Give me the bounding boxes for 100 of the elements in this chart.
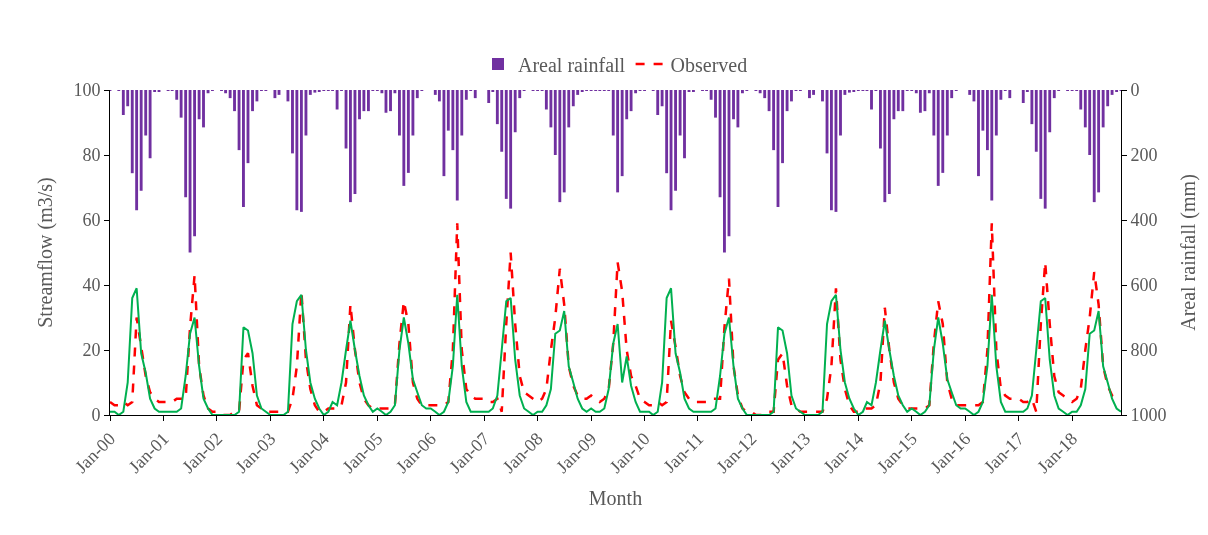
bar (674, 90, 677, 191)
bar (923, 90, 927, 112)
bar (870, 90, 873, 110)
bar (380, 90, 384, 94)
y2-tick-label: 800 (1130, 340, 1158, 361)
bar (808, 90, 811, 99)
bar (1008, 90, 1012, 99)
y-tick-label: 60 (82, 210, 101, 231)
bar (571, 90, 575, 107)
bar (918, 90, 922, 113)
y2-tick-label: 1000 (1130, 405, 1167, 426)
bar (932, 90, 936, 136)
bar (665, 90, 669, 174)
bar (455, 90, 459, 201)
bar (1101, 90, 1105, 128)
bar (821, 90, 824, 102)
bar (1021, 90, 1025, 103)
bar (175, 90, 179, 100)
bar (1088, 90, 1092, 155)
bar (723, 90, 726, 253)
bar (1052, 90, 1056, 99)
bar (945, 90, 949, 136)
y-tick-label: 20 (82, 340, 101, 361)
bar (242, 90, 245, 207)
bar (763, 90, 767, 99)
bar (442, 90, 446, 177)
bar (406, 90, 410, 173)
bar (500, 90, 504, 152)
bar (656, 90, 660, 116)
y2-tick-label: 400 (1130, 210, 1158, 231)
bar (785, 90, 789, 112)
bar (224, 90, 228, 94)
bar (308, 90, 312, 95)
y-tick-label: 80 (82, 145, 101, 166)
bar (736, 90, 740, 128)
y2-tick-label: 600 (1130, 275, 1158, 296)
bar (313, 90, 317, 93)
bar (464, 90, 468, 100)
bar (887, 90, 891, 194)
bar (148, 90, 152, 159)
bar (839, 90, 842, 136)
bar (473, 90, 477, 99)
bar (562, 90, 566, 193)
bar (901, 90, 905, 112)
bar (549, 90, 553, 128)
bar (1079, 90, 1083, 110)
bar (883, 90, 887, 203)
bar (202, 90, 205, 128)
legend-label: Observed (670, 53, 748, 76)
bar (415, 90, 419, 99)
bar (184, 90, 188, 198)
y-axis-title: Streamflow (m3/s) (33, 177, 57, 328)
bar (990, 90, 994, 201)
x-axis-title: Month (588, 487, 643, 510)
bar (451, 90, 455, 151)
bar (348, 90, 352, 203)
bar (683, 90, 686, 159)
bar (616, 90, 620, 193)
bar (620, 90, 624, 177)
bar (1039, 90, 1043, 199)
bar (714, 90, 717, 118)
bar (487, 90, 491, 103)
bar (781, 90, 784, 164)
bar (1092, 90, 1096, 203)
y2-tick-label: 200 (1130, 145, 1158, 166)
bar (139, 90, 143, 191)
bar (513, 90, 517, 133)
bar (135, 90, 139, 211)
y-tick-label: 100 (73, 80, 101, 101)
bar (977, 90, 980, 177)
bar (366, 90, 370, 112)
bar (299, 90, 303, 212)
bar (629, 90, 633, 112)
bar (1110, 90, 1114, 95)
bar (193, 90, 197, 237)
bar (509, 90, 513, 209)
y-tick-label: 0 (91, 405, 101, 426)
bar (758, 90, 762, 94)
bar (389, 90, 392, 112)
bar (772, 90, 776, 151)
bar (121, 90, 125, 116)
bar (358, 90, 361, 120)
y-tick-label: 40 (82, 275, 101, 296)
bar (1030, 90, 1034, 125)
legend-label: Areal rainfall (518, 53, 626, 76)
bar (741, 90, 744, 94)
bar (273, 90, 277, 99)
bar (251, 90, 254, 112)
bar (295, 90, 299, 211)
bar (896, 90, 900, 112)
bar (968, 90, 972, 95)
y2-axis-title: Areal rainfall (mm) (1177, 174, 1201, 331)
bar (936, 90, 940, 186)
y2-tick-label: 0 (1130, 80, 1140, 101)
bar (335, 90, 339, 110)
bar (847, 90, 851, 93)
bar (812, 90, 815, 95)
bar (829, 90, 833, 211)
bar (233, 90, 236, 112)
bar (1043, 90, 1047, 209)
